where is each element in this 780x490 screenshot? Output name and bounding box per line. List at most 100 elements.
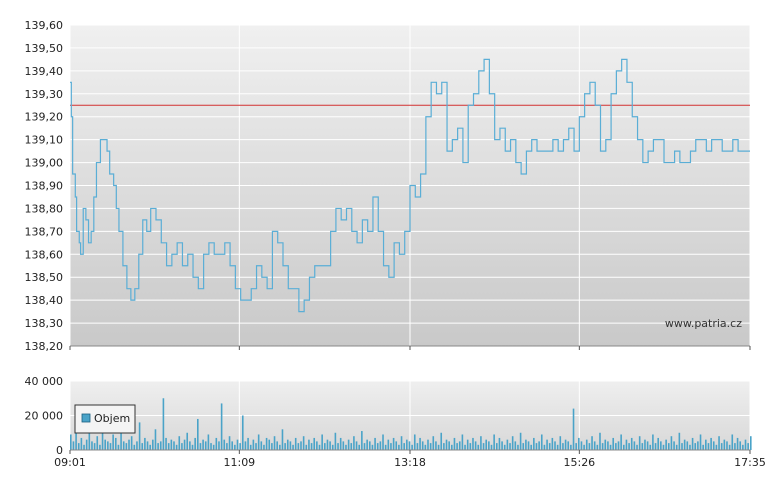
volume-bar [578,437,580,450]
volume-bar [453,437,456,450]
volume-bar [326,439,329,450]
volume-bar [286,439,289,450]
price-y-tick-label: 138,20 [25,340,64,353]
volume-bar [599,432,601,450]
volume-bar [294,437,297,450]
price-series-line [70,58,750,313]
volume-bar [567,441,570,450]
volume-bar [194,437,196,450]
volume-bar [511,436,514,450]
volume-bar [689,444,691,450]
volume-bar [376,443,379,450]
volume-bar [495,443,498,450]
volume-bar [638,436,641,450]
volume-bar [117,444,120,450]
volume-bar [173,441,175,450]
volume-bar [273,436,276,450]
volume-bar [622,444,625,450]
volume-y-axis: 40 000 20 000 0 [25,375,64,457]
volume-bar [726,441,728,450]
volume-bar [379,441,382,450]
volume-bar [215,437,218,450]
volume-bar [728,444,731,450]
volume-bar [236,439,239,450]
volume-bar [625,439,628,450]
volume-bar [686,441,689,450]
volume-bar [461,434,464,450]
volume-bar [382,434,384,450]
price-y-tick-label: 138,80 [25,202,64,215]
volume-bar [324,443,326,450]
volume-bar [445,439,448,450]
price-y-tick-label: 138,50 [25,271,64,284]
volume-bar [657,437,659,450]
volume-bar [660,441,662,450]
volume-bar [234,444,236,450]
volume-bar [125,443,128,450]
volume-bar [138,422,141,450]
time-x-axis: 09:01 11:09 13:18 15:26 17:35 [54,450,766,469]
volume-bar [395,441,398,450]
volume-bar [448,441,450,450]
price-y-axis: 139,60 139,50 139,40 139,30 139,20 139,10 139,… [25,19,64,353]
volume-bar [374,437,376,450]
volume-bar [292,444,294,450]
volume-bar [681,443,683,450]
volume-bar [636,444,638,450]
volume-bar [159,441,162,450]
volume-bar [353,436,355,450]
volume-bar [271,443,273,450]
volume-bar [723,439,726,450]
volume-bar [252,439,255,450]
price-y-tick-label: 138,70 [25,225,64,238]
volume-bar [474,441,477,450]
volume-bar [427,439,429,450]
volume-bar [263,444,265,450]
volume-bar [93,443,96,450]
volume-bar [104,439,106,450]
volume-bar [490,444,493,450]
volume-bar [466,439,469,450]
volume-y-tick-label: 40 000 [25,375,64,388]
price-y-tick-label: 139,60 [25,19,64,32]
volume-bar [641,443,644,450]
volume-bar [133,444,136,450]
volume-bar [667,443,670,450]
volume-bar [260,441,263,450]
legend: Objem [74,404,136,434]
volume-bar [255,443,257,450]
volume-bar [392,437,395,450]
volume-bar [355,441,358,450]
volume-bar [122,441,125,450]
volume-bar [615,443,617,450]
volume-bar [70,434,72,450]
volume-bar [165,437,167,450]
volume-bar [181,443,183,450]
volume-bar [707,443,710,450]
volume-bar [345,444,347,450]
volume-bar [72,441,75,450]
volume-bar [400,436,403,450]
volume-bar [226,443,228,450]
volume-bar [189,441,191,450]
volume-bar [630,437,633,450]
volume-bar [429,443,432,450]
volume-bar [480,436,482,450]
volume-bar [694,443,697,450]
volume-bar [114,437,117,450]
volume-bar [128,439,130,450]
volume-bar [596,444,599,450]
volume-bar [662,444,665,450]
volume-bar [697,441,699,450]
volume-bar [244,441,247,450]
volume-bar [710,437,712,450]
volume-bar [316,441,318,450]
volume-bar [99,444,101,450]
volume-bar [239,443,241,450]
volume-bar [458,441,461,450]
volume-bar [570,444,572,450]
volume-bar [408,441,411,450]
volume-bar [212,444,215,450]
volume-bar [612,437,615,450]
